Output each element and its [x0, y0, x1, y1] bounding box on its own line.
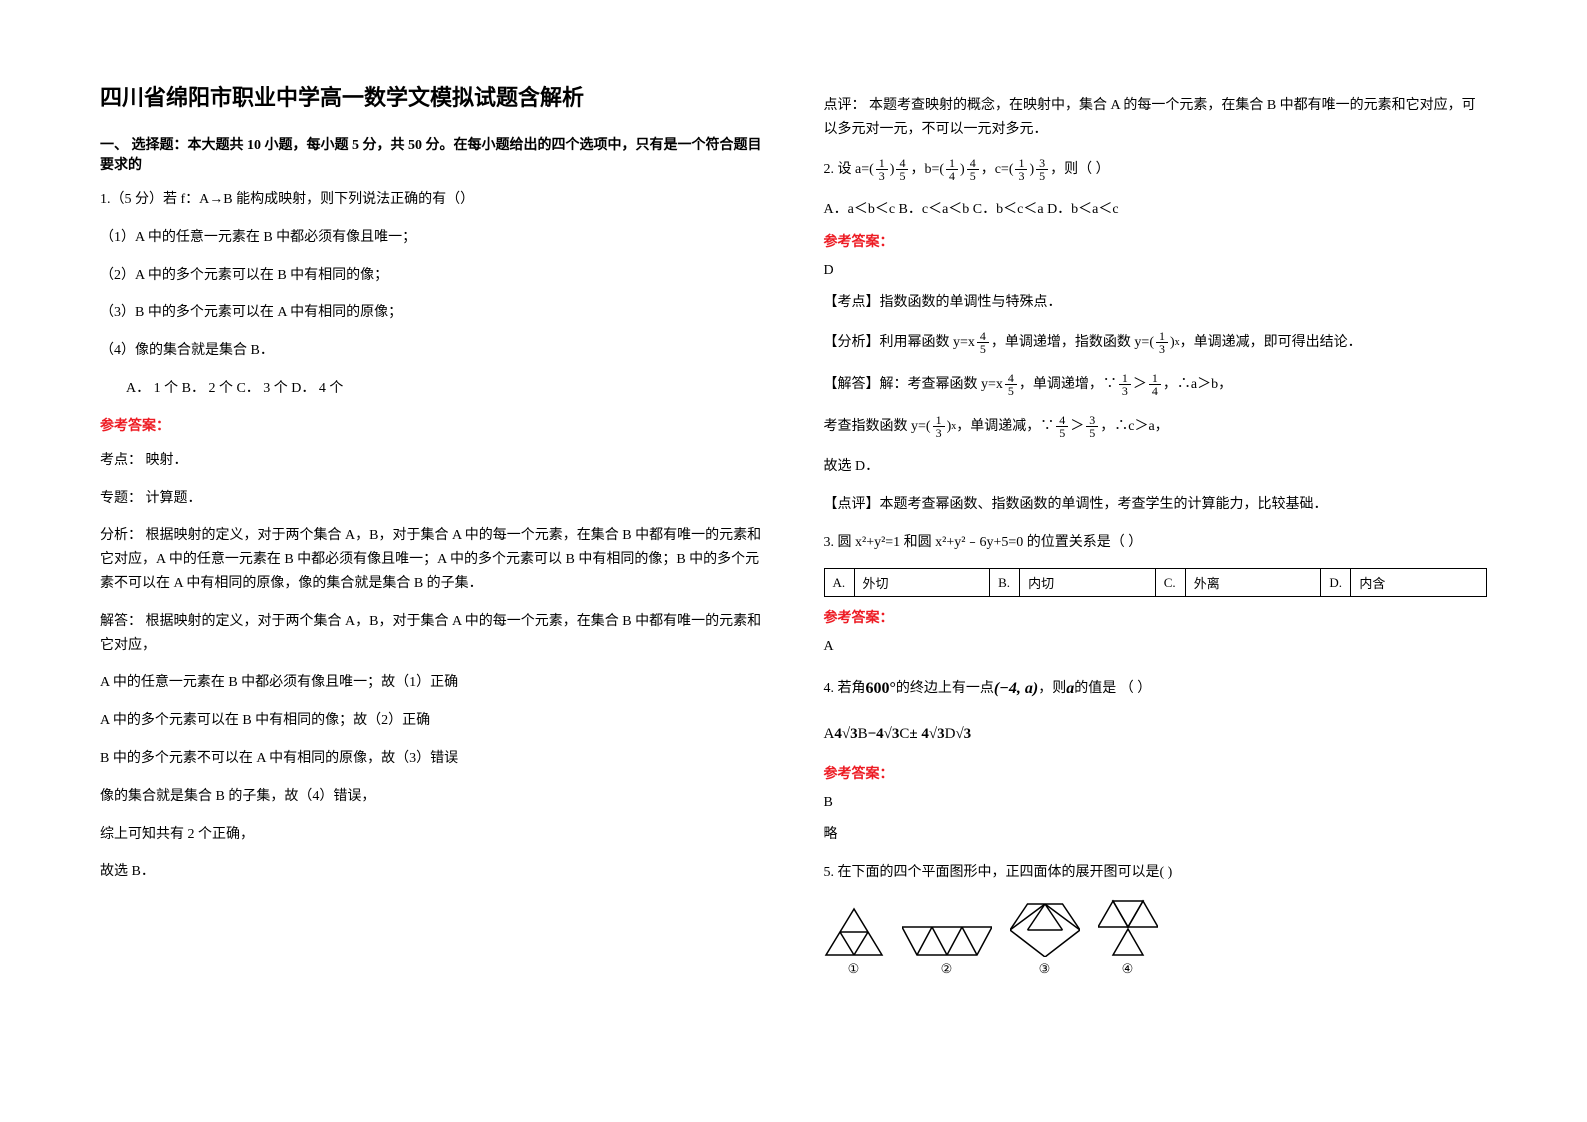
q2-choices: A．a＜b＜c B．c＜a＜b C．b＜c＜a D．b＜a＜c — [824, 198, 1488, 222]
q4-C-label: C — [899, 719, 909, 749]
q2-jd: 【解答】解：考查幂函数 y=x45 ，单调递增，∵ 13＞14 ，∴a＞b， — [824, 371, 1488, 399]
q2-kd: 【考点】指数函数的单调性与特殊点． — [824, 291, 1488, 315]
q3-answer: A — [824, 635, 1488, 659]
q2-jd2-mid2: ，∴c＞a， — [1100, 413, 1168, 441]
q4-stem-p1: 4. 若角 — [824, 675, 866, 703]
q1-opt1: （1）A 中的任意一元素在 B 中都必须有像且唯一； — [100, 226, 764, 250]
q3-options-row: A. 外切 B. 内切 C. 外离 D. 内含 — [824, 569, 1487, 597]
q3-optD-text: 内含 — [1351, 569, 1487, 597]
q1-answer-label: 参考答案： — [100, 415, 764, 435]
q4-D: √3 — [955, 719, 971, 749]
q2-frac-a-exp: 45 — [896, 157, 908, 182]
q4-stem-p2: 的终边上有一点 — [896, 675, 994, 703]
q1-jd-p3: A 中的多个元素可以在 B 中有相同的像；故（2）正确 — [100, 709, 764, 733]
q2-fx-prefix: 【分析】利用幂函数 y=x — [824, 329, 975, 357]
q1-opt4: （4）像的集合就是集合 B． — [100, 339, 764, 363]
q5-figures: ① ② ③ — [824, 899, 1488, 977]
q1-kd: 考点： 映射． — [100, 449, 764, 473]
q4-avar: a — [1066, 673, 1074, 705]
q4-stem: 4. 若角 600° 的终边上有一点 (−4, a) ，则 a 的值是 （ ） — [824, 673, 1488, 705]
q2-fx-suffix: ，单调递减，即可得出结论． — [1180, 329, 1362, 357]
q4-B: −4√3 — [868, 719, 900, 749]
q5-fig-4: ④ — [1098, 899, 1158, 977]
q1-jd-p7: 故选 B． — [100, 860, 764, 884]
q4-A: 4√3 — [834, 719, 857, 749]
q2-fx-mid: ，单调递增，指数函数 y= — [991, 329, 1149, 357]
q2-answer-label: 参考答案： — [824, 231, 1488, 251]
q5-label-1: ① — [848, 961, 860, 977]
q1-jd-p4: B 中的多个元素不可以在 A 中有相同的原像，故（3）错误 — [100, 747, 764, 771]
q5-fig-3: ③ — [1010, 902, 1080, 977]
q2-frac-b-base: 14 — [946, 157, 958, 182]
q4-angle: 600° — [866, 673, 896, 705]
q2-frac-a-base: 13 — [876, 157, 888, 182]
triangle-net-4-icon — [1098, 899, 1158, 957]
left-column: 四川省绵阳市职业中学高一数学文模拟试题含解析 一、 选择题：本大题共 10 小题… — [100, 80, 764, 1082]
q2-jd-final: 故选 D． — [824, 455, 1488, 479]
q5-fig-1: ① — [824, 907, 884, 977]
q4-answer: B — [824, 791, 1488, 815]
q2-stem-suffix: ，则（ ） — [1050, 156, 1110, 184]
q3-optA-label: A. — [824, 569, 854, 597]
q3-answer-label: 参考答案： — [824, 607, 1488, 627]
q1-fx: 分析： 根据映射的定义，对于两个集合 A，B，对于集合 A 中的每一个元素，在集… — [100, 524, 764, 595]
q5-label-2: ② — [941, 961, 953, 977]
q2-jd-prefix: 【解答】解：考查幂函数 y=x — [824, 371, 1003, 399]
q1-stem: 1.（5 分）若 f：A→B 能构成映射，则下列说法正确的有（） — [100, 188, 764, 212]
q2-stem: 2. 设 a= (13)45 ，b= (14)45 ，c= (13)35 ，则（… — [824, 156, 1488, 184]
q3-optB-label: B. — [990, 569, 1020, 597]
q4-point: (−4, a) — [994, 673, 1038, 705]
q4-choices: A 4√3 B −4√3 C ± 4√3 D √3 — [824, 719, 1488, 749]
q1-jd-p5: 像的集合就是集合 B 的子集，故（4）错误， — [100, 785, 764, 809]
section-1-heading: 一、 选择题：本大题共 10 小题，每小题 5 分，共 50 分。在每小题给出的… — [100, 134, 764, 174]
q2-answer: D — [824, 259, 1488, 283]
q5-stem: 5. 在下面的四个平面图形中，正四面体的展开图可以是( ) — [824, 861, 1488, 885]
q4-lue: 略 — [824, 823, 1488, 847]
q2-stem-mid1: ，b= — [910, 156, 939, 184]
q3-stem: 3. 圆 x²+y²=1 和圆 x²+y²﹣6y+5=0 的位置关系是（ ） — [824, 531, 1488, 555]
q2-frac-c-base: 13 — [1015, 157, 1027, 182]
q1-dp: 点评： 本题考查映射的概念，在映射中，集合 A 的每一个元素，在集合 B 中都有… — [824, 94, 1488, 142]
q1-jd-p2: A 中的任意一元素在 B 中都必须有像且唯一；故（1）正确 — [100, 671, 764, 695]
q2-jd-mid1: ，单调递增，∵ — [1019, 371, 1117, 399]
q4-answer-label: 参考答案： — [824, 763, 1488, 783]
q2-frac-c-exp: 35 — [1036, 157, 1048, 182]
q3-options-table: A. 外切 B. 内切 C. 外离 D. 内含 — [824, 568, 1488, 597]
q4-stem-p4: 的值是 （ ） — [1074, 675, 1151, 703]
q2-dp: 【点评】本题考查幂函数、指数函数的单调性，考查学生的计算能力，比较基础． — [824, 493, 1488, 517]
q5-fig-2: ② — [902, 925, 992, 977]
q2-frac-b-exp: 45 — [967, 157, 979, 182]
q3-optC-label: C. — [1155, 569, 1185, 597]
q3-optB-text: 内切 — [1020, 569, 1156, 597]
q3-optC-text: 外离 — [1185, 569, 1321, 597]
q1-opt3: （3）B 中的多个元素可以在 A 中有相同的原像； — [100, 301, 764, 325]
q4-D-label: D — [945, 719, 956, 749]
q1-zt: 专题： 计算题． — [100, 487, 764, 511]
q2-jd2-mid1: ，单调递减，∵ — [956, 413, 1054, 441]
q2-jd2-prefix: 考查指数函数 y= — [824, 413, 926, 441]
q2-stem-mid2: ，c= — [981, 156, 1009, 184]
q2-fx: 【分析】利用幂函数 y=x45 ，单调递增，指数函数 y=(13)x ，单调递减… — [824, 329, 1488, 357]
q4-C: ± 4√3 — [909, 719, 944, 749]
triangle-net-3-icon — [1010, 902, 1080, 957]
page-title: 四川省绵阳市职业中学高一数学文模拟试题含解析 — [100, 80, 764, 112]
q2-jd2: 考查指数函数 y=(13)x ，单调递减，∵ 45＞35 ，∴c＞a， — [824, 413, 1488, 441]
triangle-net-1-icon — [824, 907, 884, 957]
q5-label-3: ③ — [1039, 961, 1051, 977]
q3-optD-label: D. — [1321, 569, 1351, 597]
q2-stem-prefix: 2. 设 a= — [824, 156, 870, 184]
q4-B-label: B — [858, 719, 868, 749]
q3-optA-text: 外切 — [854, 569, 990, 597]
q4-A-label: A — [824, 719, 835, 749]
right-column: 点评： 本题考查映射的概念，在映射中，集合 A 的每一个元素，在集合 B 中都有… — [824, 80, 1488, 1082]
q1-jd-p1: 解答： 根据映射的定义，对于两个集合 A，B，对于集合 A 中的每一个元素，在集… — [100, 610, 764, 658]
q5-label-4: ④ — [1122, 961, 1134, 977]
triangle-net-2-icon — [902, 925, 992, 957]
q1-opt2: （2）A 中的多个元素可以在 B 中有相同的像； — [100, 264, 764, 288]
q4-stem-p3: ，则 — [1038, 675, 1066, 703]
q1-jd-p6: 综上可知共有 2 个正确， — [100, 823, 764, 847]
q1-choices: A． 1 个 B． 2 个 C． 3 个 D． 4 个 — [100, 377, 764, 401]
q2-jd-mid2: ，∴a＞b， — [1163, 371, 1232, 399]
